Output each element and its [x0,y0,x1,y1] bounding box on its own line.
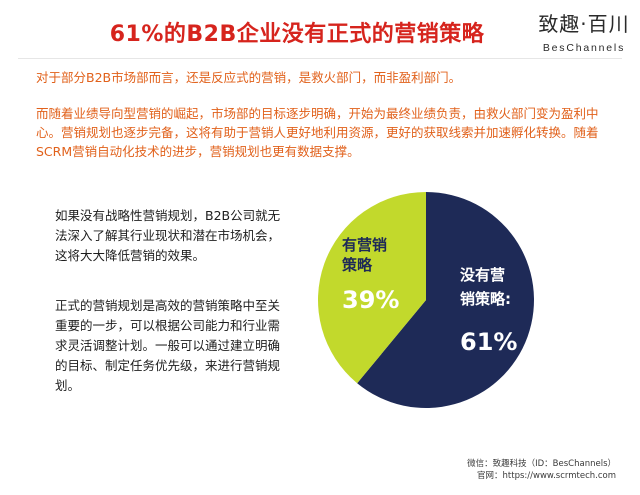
body-paragraph-2: 正式的营销规划是高效的营销策略中至关重要的一步，可以根据公司能力和行业需求灵活调… [55,298,281,393]
brand-name: 致趣·百川 [538,12,630,36]
slice-label-no-strategy-line2: 销策略: [460,290,511,308]
intro-paragraph-1: 对于部分B2B市场部而言，还是反应式的营销，是救火部门，而非盈利部门。 [36,70,462,85]
slice-value-has-strategy: 39% [342,286,399,314]
brand-logo: 致趣·百川 BesChannels [536,10,632,54]
header-divider [18,58,622,59]
footer-wechat: 微信：致趣科技（ID：BesChannels） [467,459,616,469]
brand-name-en: BesChannels [542,42,626,54]
slice-label-no-strategy-line1: 没有营 [460,266,505,284]
pie-chart: 有营销 策略 39% 没有营 销策略: 61% [317,192,534,408]
intro-paragraph-2: 而随着业绩导向型营销的崛起，市场部的目标逐步明确，开始为最终业绩负责，由救火部门… [36,106,599,159]
body-paragraph-1: 如果没有战略性营销规划，B2B公司就无法深入了解其行业现状和潜在市场机会，这将大… [55,208,281,263]
footer-contact: 微信：致趣科技（ID：BesChannels） 官网：https://www.s… [467,459,616,482]
slice-label-has-strategy-line2: 策略 [341,256,373,274]
pie-slice-has-strategy [317,192,426,384]
footer-website: 官网：https://www.scrmtech.com [477,470,616,481]
slice-value-no-strategy: 61% [460,328,517,356]
slice-label-has-strategy-line1: 有营销 [342,236,387,254]
pie-slice-no-strategy [357,192,534,408]
page-title: 61%的B2B企业没有正式的营销策略 [109,22,485,47]
